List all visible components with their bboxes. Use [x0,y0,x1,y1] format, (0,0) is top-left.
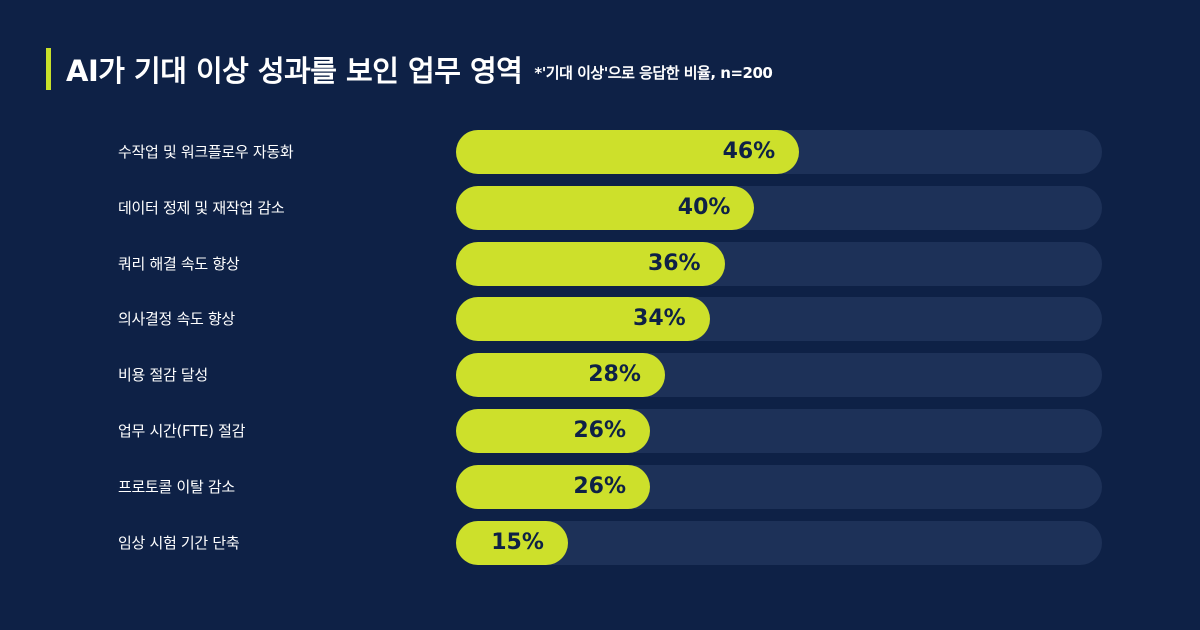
bar-track: 26% [456,464,1102,509]
bar-track: 15% [456,520,1102,565]
bar-row: 수작업 및 워크플로우 자동화 46% [0,130,1200,174]
category-label: 데이터 정제 및 재작업 감소 [118,198,285,217]
data-label: 26% [573,473,626,499]
category-label: 업무 시간(FTE) 절감 [118,422,246,440]
data-label: 28% [588,362,641,388]
bar [456,353,665,398]
bar-row: 쿼리 해결 속도 향상 36% [0,241,1200,286]
bar-track: 46% [456,130,1102,174]
bar-row: 임상 시험 기간 단축 15% [0,520,1200,565]
data-label: 40% [677,194,731,220]
bar [456,297,710,342]
data-label: 34% [633,306,686,332]
bar [456,520,568,565]
bar [456,464,650,509]
bar [456,185,755,230]
bar-row: 업무 시간(FTE) 절감 26% [0,409,1200,453]
bar-row: 비용 절감 달성 28% [0,353,1200,398]
chart-title: AI가 기대 이상 성과를 보인 업무 영역 [66,54,523,88]
category-label: 임상 시험 기간 단축 [118,533,240,552]
bar-track: 40% [456,185,1102,230]
bar [456,241,725,286]
chart-header: AI가 기대 이상 성과를 보인 업무 영역 *'기대 이상'으로 응답한 비율… [66,46,773,92]
data-label: 46% [722,139,776,164]
bar-track: 36% [456,241,1102,286]
data-label: 26% [573,418,626,443]
bar-track: 34% [456,297,1102,342]
bar-row: 의사결정 속도 향상 34% [0,297,1200,342]
category-label: 비용 절감 달성 [118,366,208,385]
category-label: 쿼리 해결 속도 향상 [118,254,240,273]
bar-row: 프로토콜 이탈 감소 26% [0,464,1200,509]
category-label: 의사결정 속도 향상 [118,310,235,329]
bar-track: 28% [456,353,1102,398]
title-accent-bar [46,48,51,90]
category-label: 프로토콜 이탈 감소 [118,477,235,496]
data-label: 36% [647,250,701,276]
bar-track: 26% [456,409,1102,453]
bar [456,409,650,453]
data-label: 15% [491,529,544,555]
bar-row: 데이터 정제 및 재작업 감소 40% [0,185,1200,230]
chart-subtitle: *'기대 이상'으로 응답한 비율, n=200 [534,63,773,82]
bar [456,130,800,174]
category-label: 수작업 및 워크플로우 자동화 [118,143,294,161]
